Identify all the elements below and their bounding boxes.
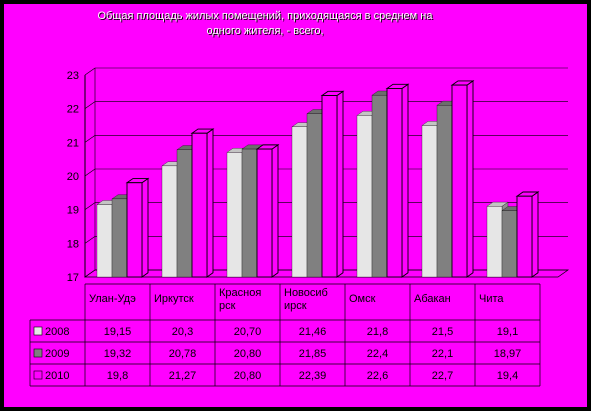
data-label-2009-3: 21,85 <box>299 348 327 360</box>
bar-2010-2 <box>255 144 280 278</box>
legend-label-2009: 2009 <box>45 348 69 360</box>
legend-label-2008: 2008 <box>45 326 69 338</box>
data-label-2009-5: 22,1 <box>432 348 453 360</box>
data-label-2008-0: 19,15 <box>104 326 132 338</box>
legend-swatch-2009 <box>33 348 43 358</box>
bar-2010-0 <box>125 177 150 278</box>
bar-2010-4 <box>385 83 410 278</box>
category-label-4: Омск <box>349 293 376 305</box>
data-label-2010-1: 21,27 <box>169 370 197 382</box>
data-label-2008-1: 20,3 <box>172 326 193 338</box>
data-label-2010-4: 22,6 <box>367 370 388 382</box>
bar-2010-1 <box>190 128 215 278</box>
data-label-2008-6: 19,1 <box>497 326 518 338</box>
data-label-2008-5: 21,5 <box>432 326 453 338</box>
y-tick-label: 22 <box>67 104 79 116</box>
y-tick-label: 23 <box>67 70 79 82</box>
category-label-6: Чита <box>479 293 504 305</box>
chart-title: Общая площадь жилых помещений, приходяща… <box>97 10 433 37</box>
bar-2010-3 <box>320 90 345 278</box>
gridline-depth <box>84 67 96 76</box>
data-label-2010-0: 19,8 <box>107 370 128 382</box>
data-label-2009-0: 19,32 <box>104 348 132 360</box>
data-table: Улан-Удэ Иркутск Красноя рск Новосиб ирск Омск… <box>29 283 541 387</box>
category-label-0: Улан-Удэ <box>89 293 136 305</box>
gridline-depth <box>84 236 96 244</box>
data-label-2008-4: 21,8 <box>367 326 388 338</box>
category-label-3: Новосиб ирск <box>284 287 328 312</box>
gridline-depth <box>84 101 96 109</box>
bar-2010-5 <box>450 80 475 278</box>
y-tick-label: 20 <box>67 171 79 183</box>
data-label-2010-6: 19,4 <box>497 370 518 382</box>
data-label-2010-2: 20,80 <box>234 370 262 382</box>
data-label-2010-3: 22,39 <box>299 370 327 382</box>
data-label-2009-1: 20,78 <box>169 348 197 360</box>
gridline-depth <box>84 202 96 210</box>
legend-swatch-2010 <box>33 370 43 380</box>
y-tick-label: 18 <box>67 238 79 250</box>
data-label-2009-2: 20,80 <box>234 348 262 360</box>
bar-2010-6 <box>515 191 540 278</box>
data-label-2009-4: 22,4 <box>367 348 388 360</box>
data-label-2010-5: 22,7 <box>432 370 453 382</box>
y-tick-label: 17 <box>67 272 79 284</box>
data-label-2008-3: 21,46 <box>299 326 327 338</box>
category-label-5: Абакан <box>414 293 451 305</box>
gridline-depth <box>84 135 96 143</box>
legend-swatch-2008 <box>33 326 43 336</box>
category-label-2: Красноя рск <box>219 287 261 312</box>
y-tick-label: 21 <box>67 137 79 149</box>
data-label-2008-2: 20,70 <box>234 326 262 338</box>
gridline-depth <box>84 168 96 177</box>
data-label-2009-6: 18,97 <box>494 348 522 360</box>
legend-label-2010: 2010 <box>45 370 69 382</box>
y-tick-label: 19 <box>67 205 79 217</box>
category-label-1: Иркутск <box>154 293 194 305</box>
